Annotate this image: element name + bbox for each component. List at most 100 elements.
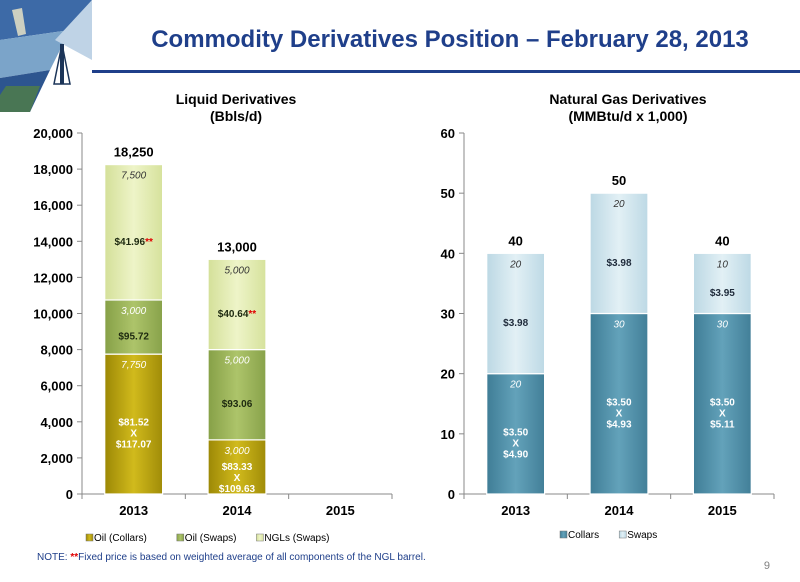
gas-legend-swatch xyxy=(618,530,627,539)
gas-y-tick-label: 30 xyxy=(441,307,455,322)
liquid-bar-oil-swaps--2013 xyxy=(104,299,164,355)
gas-segment-price-label: $3.50 xyxy=(710,397,735,408)
gas-y-tick-label: 60 xyxy=(441,126,455,141)
liquid-chart-title: Liquid Derivatives xyxy=(176,91,297,107)
liquid-x-tick-label: 2013 xyxy=(119,503,148,518)
gas-segment-price-label: $3.95 xyxy=(710,288,735,299)
liquid-bar-total-label: 18,250 xyxy=(114,145,154,160)
gas-bar-collars-2014 xyxy=(589,312,649,495)
liquid-segment-price-label: X xyxy=(234,473,241,484)
gas-segment-price-label: $4.90 xyxy=(503,449,528,460)
gas-segment-price-label: X xyxy=(512,438,519,449)
liquid-segment-value-label: 7,750 xyxy=(121,360,146,371)
liquid-segment-price-label: $117.07 xyxy=(116,440,152,451)
liquid-y-tick-label: 10,000 xyxy=(33,307,73,322)
liquid-bar-total-label: 13,000 xyxy=(217,239,257,254)
liquid-segment-price-label: $83.33 xyxy=(222,462,253,473)
gas-segment-price-label: $5.11 xyxy=(710,419,735,430)
liquid-segment-value-label: 5,000 xyxy=(224,356,249,367)
gas-y-tick-label: 10 xyxy=(441,427,455,442)
liquid-y-tick-label: 8,000 xyxy=(40,343,73,358)
liquid-y-tick-label: 12,000 xyxy=(33,270,73,285)
liquid-legend-swatch xyxy=(256,533,264,542)
company-logo xyxy=(0,0,92,112)
liquid-legend-swatch xyxy=(176,533,185,542)
gas-bar-swaps-2015 xyxy=(692,252,752,315)
liquid-segment-price-label: $95.72 xyxy=(118,332,149,343)
gas-segment-value-label: 30 xyxy=(717,320,729,331)
gas-bar-total-label: 50 xyxy=(612,173,626,188)
liquid-bar-oil-collars--2013 xyxy=(104,353,164,495)
liquid-segment-price-label: $40.64** xyxy=(218,309,256,320)
liquid-segment-price-label: X xyxy=(130,429,137,440)
gas-x-tick-label: 2013 xyxy=(501,503,530,518)
liquid-y-tick-label: 20,000 xyxy=(33,126,73,141)
gas-bar-collars-2015 xyxy=(692,312,752,495)
gas-legend-label: Collars xyxy=(568,530,599,541)
liquid-x-tick-label: 2015 xyxy=(326,503,355,518)
gas-bar-total-label: 40 xyxy=(508,233,522,248)
liquid-segment-price-label: $109.63 xyxy=(219,484,256,495)
page-title: Commodity Derivatives Position – Februar… xyxy=(151,26,749,53)
gas-segment-value-label: 10 xyxy=(717,259,729,270)
liquid-bar-ngls-swaps--2014 xyxy=(207,258,267,351)
liquid-bar-oil-swaps--2014 xyxy=(207,349,267,441)
liquid-y-tick-label: 4,000 xyxy=(40,415,73,430)
gas-bar-collars-2013 xyxy=(486,373,546,495)
footnote-text: Fixed price is based on weighted average… xyxy=(78,552,426,563)
footnote-prefix: NOTE: xyxy=(37,552,71,563)
liquid-legend-swatch xyxy=(85,533,94,542)
page-number: 9 xyxy=(763,560,770,572)
gas-y-tick-label: 0 xyxy=(448,487,455,502)
gas-segment-price-label: $3.50 xyxy=(503,427,528,438)
gas-segment-price-label: $3.50 xyxy=(606,397,631,408)
gas-segment-value-label: 20 xyxy=(509,259,522,270)
liquid-derivatives-chart: 0 2,000 4,000 6,000 8,000 10,000 12,000 14,000 1… xyxy=(33,126,393,544)
liquid-y-tick-label: 16,000 xyxy=(33,198,73,213)
liquid-bar-oil-collars--2014 xyxy=(207,439,267,495)
liquid-y-tick-label: 6,000 xyxy=(40,379,73,394)
liquid-segment-value-label: 3,000 xyxy=(121,306,146,317)
gas-legend-swatch xyxy=(559,530,568,539)
gas-x-tick-label: 2014 xyxy=(605,503,635,518)
gas-y-tick-label: 20 xyxy=(441,367,455,382)
gas-segment-price-label: X xyxy=(719,408,726,419)
liquid-y-tick-label: 2,000 xyxy=(40,451,73,466)
liquid-price-footnote-mark: ** xyxy=(145,237,153,248)
liquid-legend-label: Oil (Swaps) xyxy=(185,533,237,544)
liquid-y-tick-label: 0 xyxy=(66,487,73,502)
liquid-legend-label: Oil (Collars) xyxy=(94,533,147,544)
footnote-stars: ** xyxy=(70,552,79,563)
title-divider xyxy=(92,70,800,73)
gas-x-tick-label: 2015 xyxy=(708,503,737,518)
gas-segment-price-label: $3.98 xyxy=(606,258,631,269)
liquid-segment-value-label: 5,000 xyxy=(224,265,249,276)
liquid-y-tick-label: 14,000 xyxy=(33,234,73,249)
gas-bar-total-label: 40 xyxy=(715,233,729,248)
gas-segment-price-label: $3.98 xyxy=(503,318,528,329)
liquid-y-tick-label: 18,000 xyxy=(33,162,73,177)
liquid-x-tick-label: 2014 xyxy=(223,503,253,518)
footnote: NOTE: **Fixed price is based on weighted… xyxy=(37,552,426,563)
gas-chart-subtitle: (MMBtu/d x 1,000) xyxy=(568,108,687,124)
gas-segment-price-label: $4.93 xyxy=(606,419,631,430)
liquid-segment-price-label: $93.06 xyxy=(222,399,253,410)
gas-legend-label: Swaps xyxy=(627,530,657,541)
gas-segment-value-label: 20 xyxy=(612,199,625,210)
liquid-chart-subtitle: (Bbls/d) xyxy=(210,108,262,124)
gas-y-tick-label: 40 xyxy=(441,246,455,261)
gas-y-tick-label: 50 xyxy=(441,186,455,201)
liquid-segment-value-label: 7,500 xyxy=(121,171,146,182)
gas-segment-value-label: 20 xyxy=(509,380,522,391)
gas-bar-swaps-2014 xyxy=(589,192,649,315)
gas-segment-value-label: 30 xyxy=(613,320,625,331)
liquid-segment-price-label: $81.52 xyxy=(118,418,149,429)
liquid-bar-ngls-swaps--2013 xyxy=(104,163,164,301)
gas-bar-swaps-2013 xyxy=(486,252,546,375)
liquid-segment-price-label: $41.96** xyxy=(114,237,152,248)
liquid-segment-value-label: 3,000 xyxy=(224,446,249,457)
gas-chart-title: Natural Gas Derivatives xyxy=(549,91,706,107)
gas-segment-price-label: X xyxy=(616,408,623,419)
